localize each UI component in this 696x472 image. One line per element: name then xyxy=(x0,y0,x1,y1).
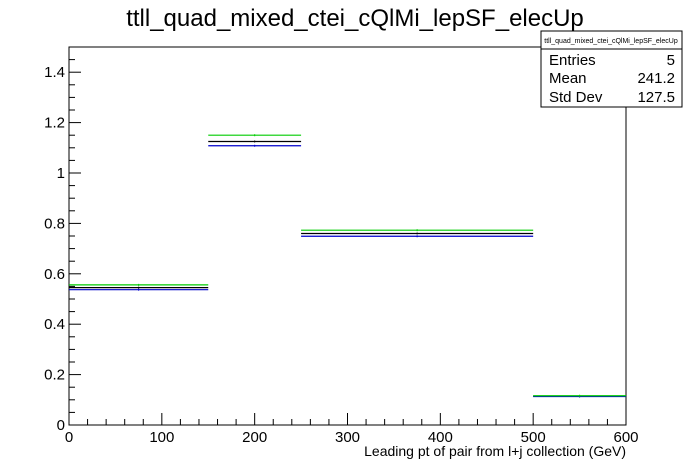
stats-entries-label: Entries xyxy=(549,52,596,69)
y-tick-label: 1.2 xyxy=(44,115,65,132)
series-0 xyxy=(69,140,626,398)
stats-entries-value: 5 xyxy=(667,52,675,69)
x-tick-label: 600 xyxy=(613,429,638,446)
x-tick-label: 400 xyxy=(428,429,453,446)
y-tick-label: 0.2 xyxy=(44,367,65,384)
y-tick-label: 0.4 xyxy=(44,316,65,333)
stats-box: ttll_quad_mixed_ctei_cQlMi_lepSF_elecUp … xyxy=(540,30,683,108)
stats-box-title: ttll_quad_mixed_ctei_cQlMi_lepSF_elecUp xyxy=(544,38,678,45)
x-tick-label: 100 xyxy=(149,429,174,446)
y-tick-label: 1 xyxy=(57,165,65,182)
stats-mean-value: 241.2 xyxy=(637,70,675,87)
x-tick-label: 500 xyxy=(521,429,546,446)
x-tick-label: 200 xyxy=(242,429,267,446)
y-tick-label: 0.6 xyxy=(44,266,65,283)
x-tick-label: 300 xyxy=(335,429,360,446)
x-axis: 0 100 200 300 400 500 600 xyxy=(65,413,639,446)
y-tick-label: 1.4 xyxy=(44,64,65,81)
y-tick-label: 0 xyxy=(57,417,65,434)
series-2 xyxy=(69,134,626,397)
chart-title: ttll_quad_mixed_ctei_cQlMi_lepSF_elecUp xyxy=(126,5,584,32)
stats-mean-label: Mean xyxy=(549,70,587,87)
series-1 xyxy=(69,144,626,398)
histogram-series xyxy=(69,134,626,398)
stats-stddev-value: 127.5 xyxy=(637,89,675,106)
y-axis: 0 0.2 0.4 0.6 0.8 1 1.2 1.4 xyxy=(44,46,81,434)
y-tick-label: 0.8 xyxy=(44,215,65,232)
x-tick-label: 0 xyxy=(65,429,73,446)
stats-box-frame xyxy=(540,30,683,108)
stats-stddev-label: Std Dev xyxy=(549,89,603,106)
x-axis-label: Leading pt of pair from l+j collection (… xyxy=(364,443,626,459)
